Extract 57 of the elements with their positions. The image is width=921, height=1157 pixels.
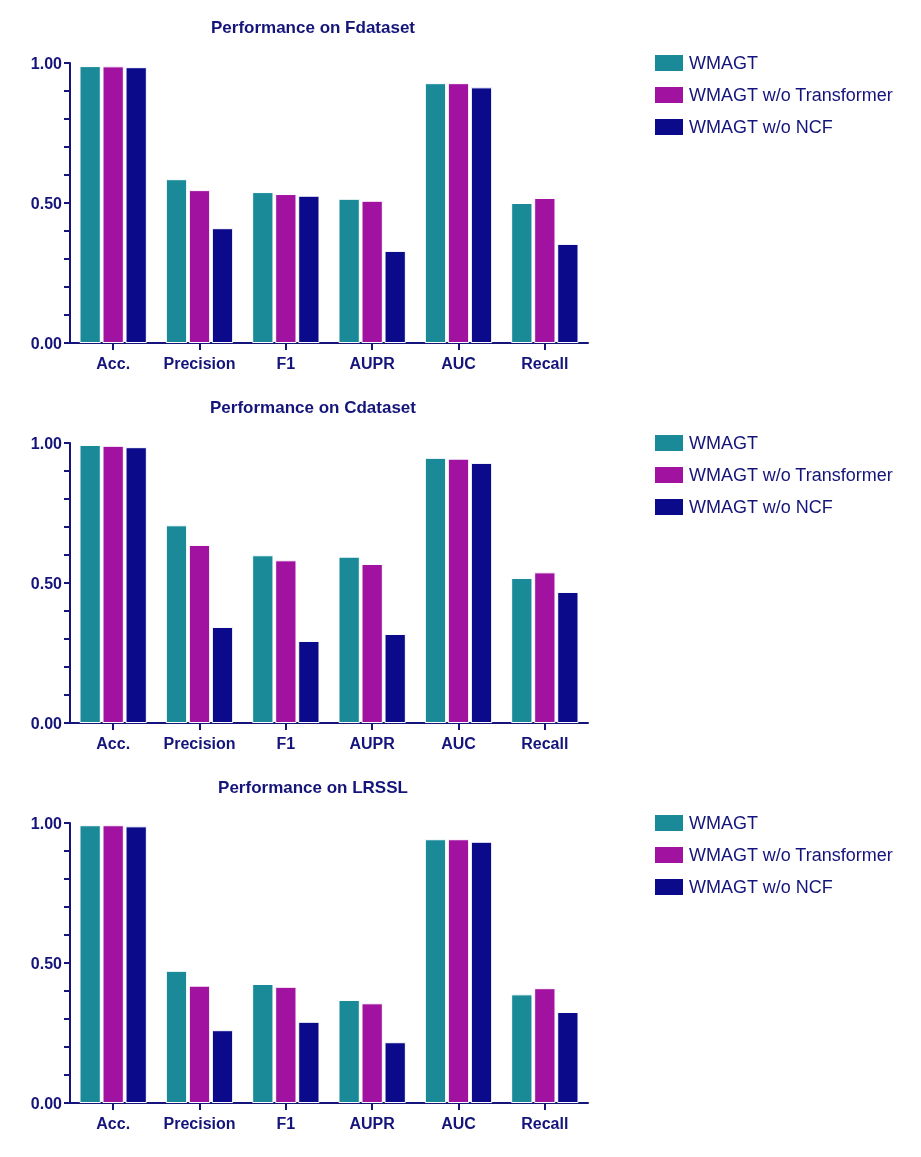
bar xyxy=(188,544,211,723)
bar xyxy=(447,458,470,723)
bar xyxy=(447,83,470,343)
y-tick-label: 0.00 xyxy=(30,334,63,352)
x-tick-label: AUC xyxy=(441,1114,477,1132)
bar xyxy=(165,970,188,1103)
legend-label: WMAGT w/o Transformer xyxy=(689,85,893,105)
legend-label: WMAGT w/o NCF xyxy=(689,497,833,517)
chart-title: Performance on Cdataset xyxy=(210,398,417,417)
bar xyxy=(165,179,188,343)
legend-label: WMAGT w/o Transformer xyxy=(689,465,893,485)
y-tick-label: 0.50 xyxy=(30,194,63,212)
legend-label: WMAGT w/o NCF xyxy=(689,117,833,137)
bar xyxy=(211,626,234,723)
x-tick-label: Precision xyxy=(163,354,236,372)
bar xyxy=(188,985,211,1103)
legend-label: WMAGT xyxy=(689,813,758,833)
x-tick-label: Precision xyxy=(163,734,236,752)
y-tick-label: 0.50 xyxy=(30,574,63,592)
y-tick-label: 1.00 xyxy=(30,434,63,452)
bar xyxy=(424,839,447,1103)
x-tick-label: F1 xyxy=(276,354,296,372)
x-tick-label: F1 xyxy=(276,1114,296,1132)
bar xyxy=(424,457,447,723)
x-tick-label: AUPR xyxy=(349,354,396,372)
x-tick-label: F1 xyxy=(276,734,296,752)
legend-label: WMAGT xyxy=(689,53,758,73)
x-tick-label: Recall xyxy=(521,734,569,752)
bar xyxy=(470,87,493,343)
bar xyxy=(188,190,211,343)
bar xyxy=(447,839,470,1103)
legend-label: WMAGT xyxy=(689,433,758,453)
chart-title: Performance on LRSSL xyxy=(218,778,408,797)
x-tick-label: Recall xyxy=(521,1114,569,1132)
y-tick-label: 1.00 xyxy=(30,54,63,72)
bar xyxy=(165,525,188,723)
x-tick-label: AUC xyxy=(441,734,477,752)
chart-title: Performance on Fdataset xyxy=(210,18,416,37)
x-tick-label: Acc. xyxy=(96,1114,131,1132)
x-tick-label: Recall xyxy=(521,354,569,372)
x-tick-label: AUC xyxy=(441,354,477,372)
x-tick-label: Acc. xyxy=(96,734,131,752)
bar xyxy=(211,228,234,343)
legend-label: WMAGT w/o NCF xyxy=(689,877,833,897)
y-tick-label: 1.00 xyxy=(30,814,63,832)
x-tick-label: AUPR xyxy=(349,734,396,752)
x-tick-label: Acc. xyxy=(96,354,131,372)
x-tick-label: Precision xyxy=(163,1114,236,1132)
x-tick-label: AUPR xyxy=(349,1114,396,1132)
bar xyxy=(470,462,493,723)
bar xyxy=(470,841,493,1103)
legend-label: WMAGT w/o Transformer xyxy=(689,845,893,865)
bar xyxy=(424,83,447,343)
y-tick-label: 0.00 xyxy=(30,714,63,732)
y-tick-label: 0.50 xyxy=(30,954,63,972)
y-tick-label: 0.00 xyxy=(30,1094,63,1112)
bar xyxy=(211,1030,234,1103)
